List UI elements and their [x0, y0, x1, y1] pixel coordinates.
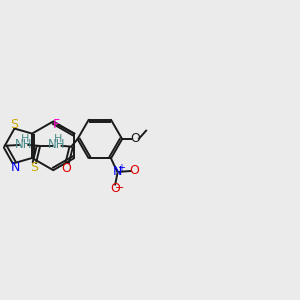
Text: S: S — [30, 161, 38, 174]
Text: N: N — [11, 161, 20, 174]
Text: N: N — [112, 165, 122, 178]
Text: H: H — [54, 134, 62, 145]
Text: NH: NH — [14, 138, 32, 151]
Text: S: S — [11, 118, 19, 131]
Text: −: − — [115, 183, 124, 193]
Text: H: H — [21, 134, 30, 144]
Text: +: + — [118, 163, 125, 172]
Text: F: F — [52, 118, 59, 131]
Text: O: O — [62, 162, 72, 175]
Text: O: O — [130, 132, 140, 145]
Text: NH: NH — [48, 139, 65, 152]
Text: O: O — [110, 182, 120, 195]
Text: O: O — [130, 164, 140, 178]
